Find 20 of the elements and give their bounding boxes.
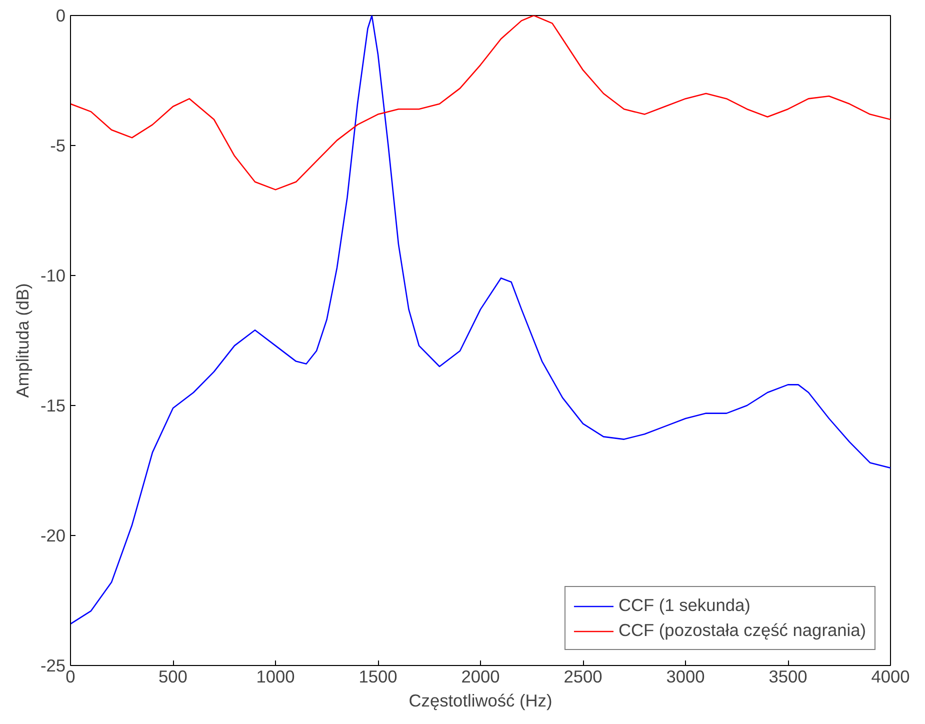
- x-tick-label: 2500: [564, 666, 602, 686]
- x-tick-label: 3000: [666, 666, 705, 686]
- y-tick-label: 0: [56, 6, 66, 26]
- x-tick-label: 4000: [871, 666, 910, 686]
- line-series: [70, 16, 890, 190]
- y-tick-label: -20: [40, 526, 66, 546]
- y-axis-title: Amplituda (dB): [12, 283, 32, 398]
- x-tick-label: 1500: [358, 666, 398, 686]
- x-tick-label: 3500: [768, 666, 808, 686]
- x-axis-title: Częstotliwość (Hz): [408, 690, 552, 710]
- y-tick-label: -15: [40, 396, 66, 416]
- legend-label: CCF (pozostała część nagrania): [618, 620, 866, 641]
- y-tick-label: -10: [40, 266, 66, 286]
- y-tick-label: -5: [50, 136, 66, 156]
- x-tick-label: 500: [158, 666, 188, 686]
- y-tick-label: -25: [40, 656, 66, 676]
- line-series: [70, 16, 890, 625]
- x-tick-label: 2000: [461, 666, 500, 686]
- x-tick-label: 1000: [256, 666, 295, 686]
- legend-label: CCF (1 sekunda): [618, 595, 750, 616]
